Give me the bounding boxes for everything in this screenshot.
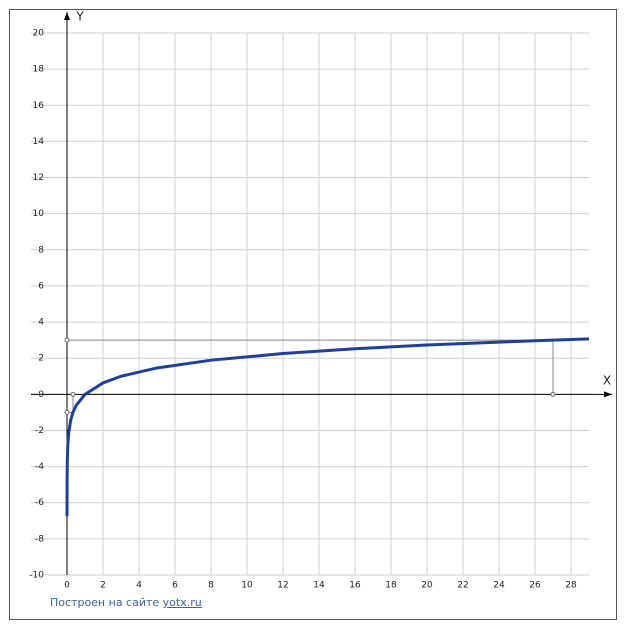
- guide-point: [64, 409, 70, 415]
- y-axis-label: Y: [75, 10, 84, 24]
- y-tick-label: 6: [38, 281, 44, 291]
- guide-point: [550, 391, 556, 397]
- y-tick-label: -10: [29, 571, 44, 581]
- x-tick-label: 0: [64, 581, 70, 591]
- x-axis-label: X: [603, 374, 611, 388]
- y-tick-label: -2: [35, 426, 44, 436]
- y-tick-label: 20: [33, 29, 45, 39]
- x-tick-label: 10: [241, 581, 253, 591]
- y-tick-label: -6: [35, 498, 44, 508]
- footer-text: Построен на сайте: [50, 596, 160, 609]
- x-tick-label: 4: [136, 581, 142, 591]
- x-tick-label: 18: [385, 581, 397, 591]
- y-tick-label: 4: [38, 318, 44, 328]
- x-tick-label: 6: [172, 581, 178, 591]
- x-tick-label: 16: [349, 581, 361, 591]
- y-tick-label: -8: [35, 534, 44, 544]
- x-tick-label: 26: [529, 581, 541, 591]
- x-tick-label: 24: [493, 581, 505, 591]
- y-tick-label: 18: [33, 65, 45, 75]
- guide-point: [64, 337, 70, 343]
- y-arrow: [64, 12, 70, 20]
- x-tick-label: 14: [313, 581, 325, 591]
- y-tick-label: 14: [33, 137, 45, 147]
- y-tick-label: 16: [33, 101, 45, 111]
- x-tick-label: 12: [277, 581, 288, 591]
- guide-point: [70, 391, 76, 397]
- footer-link[interactable]: yotx.ru: [162, 596, 202, 609]
- x-tick-label: 28: [565, 581, 577, 591]
- x-tick-label: 2: [100, 581, 106, 591]
- x-arrow: [604, 391, 612, 398]
- footer: Построен на сайте yotx.ru: [50, 596, 202, 609]
- y-tick-label: 2: [38, 354, 44, 364]
- x-tick-label: 20: [421, 581, 433, 591]
- x-tick-label: 8: [208, 581, 214, 591]
- curve: [65, 337, 590, 517]
- frame: [9, 9, 617, 620]
- x-tick-label: 22: [457, 581, 468, 591]
- y-tick-label: 10: [33, 209, 45, 219]
- y-tick-label: 8: [38, 245, 44, 255]
- y-tick-label: -4: [35, 462, 44, 472]
- y-tick-label: 12: [33, 173, 44, 183]
